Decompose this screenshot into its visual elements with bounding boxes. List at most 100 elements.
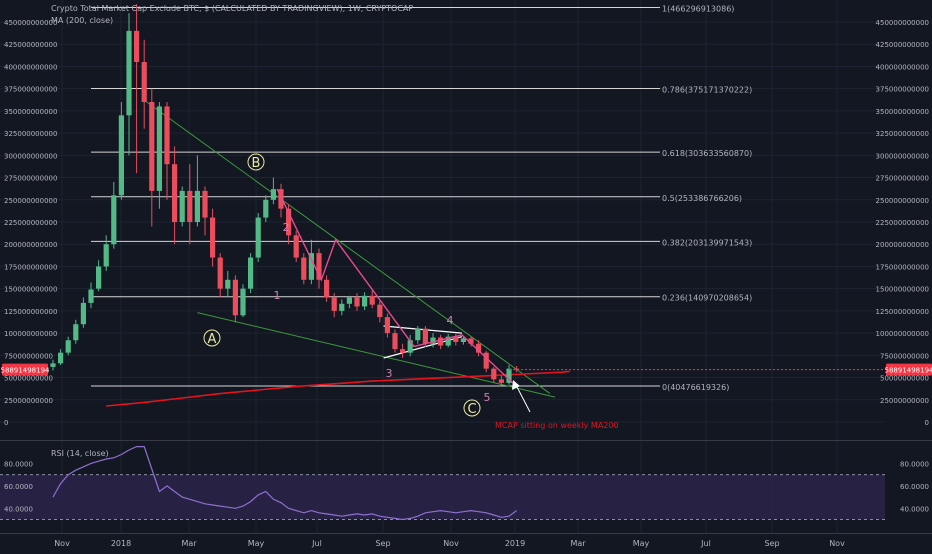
rsi-tick-label-right: 60.0000 [900,483,929,491]
y-tick-label-left: 50000000000 [4,375,53,383]
wave-number: 1 [274,289,281,302]
x-tick-label: Sep [375,539,390,548]
candle-body [111,195,116,244]
fib-level-label: 0.618(303633560870) [662,149,752,158]
candle-body [119,115,124,195]
candle-body [301,258,306,280]
candle-body [218,258,223,289]
y-tick-label-left: 425000000000 [4,41,57,49]
y-tick-label-left: 150000000000 [4,286,57,294]
x-tick-label: Jul [311,539,322,548]
candle-body [438,338,443,346]
y-tick-label-right: 425000000000 [876,41,929,49]
candle-body [324,280,329,298]
y-tick-label-right: 25000000000 [880,397,929,405]
y-tick-label-left: 325000000000 [4,130,57,138]
y-tick-label-right: 375000000000 [876,86,929,94]
candle-body [66,340,71,352]
y-tick-label-right: 50000000000 [880,375,929,383]
rsi-tick-label-right: 40.0000 [900,505,929,513]
candle-body [256,218,261,258]
candle-body [142,62,147,102]
candle-body [499,379,504,383]
candle-body [240,289,245,316]
y-tick-label-right: 300000000000 [876,152,929,160]
candle-body [415,329,420,341]
x-tick-label: 2018 [111,539,131,548]
price-badge-left-text: 58891498194 [1,367,51,375]
y-tick-label-left: 225000000000 [4,219,57,227]
x-tick-label: May [633,539,650,548]
y-tick-label-right: 275000000000 [876,175,929,183]
candle-body [271,189,276,200]
y-tick-label-left: 125000000000 [4,308,57,316]
x-tick-label: May [248,539,265,548]
candle-body [248,258,253,289]
candle-body [484,353,489,369]
candle-body [96,266,101,288]
rsi-tick-label-left: 80.0000 [4,460,33,468]
y-tick-label-right: 75000000000 [880,352,929,360]
fib-level-label: 0.236(140970208654) [662,294,752,303]
y-tick-label-right: 250000000000 [876,197,929,205]
y-tick-label-right: 200000000000 [876,241,929,249]
candle-body [157,106,162,190]
y-tick-label-left: 100000000000 [4,330,57,338]
wave-number: 5 [484,391,491,404]
y-tick-label-right: 150000000000 [876,286,929,294]
y-tick-label-right: 125000000000 [876,308,929,316]
candle-body [347,298,352,304]
y-tick-label-left: 275000000000 [4,175,57,183]
y-tick-label-left: 400000000000 [4,63,57,71]
y-tick-label-left: 0 [4,419,8,427]
candle-body [370,296,375,305]
candle-body [491,369,496,380]
candle-body [225,280,230,289]
y-tick-label-left: 75000000000 [4,352,53,360]
y-tick-label-left: 300000000000 [4,152,57,160]
candle-body [149,102,154,191]
candle-body [195,191,200,222]
candle-body [134,31,139,62]
chart-title: Crypto Total Market Cap Exclude BTC, $ (… [51,4,413,13]
rsi-tick-label-right: 80.0000 [900,460,929,468]
candle-body [339,304,344,311]
y-tick-label-right: 0 [925,419,929,427]
y-tick-label-left: 175000000000 [4,263,57,271]
candle-body [263,200,268,218]
ma-legend: MA (200, close) [51,16,113,25]
y-tick-label-right: 175000000000 [876,263,929,271]
x-tick-label: Mar [181,539,197,548]
x-tick-label: Nov [54,539,70,548]
price-badge-right-text: 58891498194 [885,367,932,375]
rsi-tick-label-left: 40.0000 [4,505,33,513]
wave-number: 4 [447,314,454,327]
candle-body [210,218,215,258]
candle-body [172,164,177,222]
wave-label: C [467,402,476,417]
candle-body [332,298,337,311]
wave-label: A [208,332,217,347]
y-tick-label-right: 100000000000 [876,330,929,338]
candle-body [58,353,63,364]
fib-level-label: 0.786(375171370222) [662,86,752,95]
candle-body [377,305,382,317]
annotation-text: MCAP sitting on weekly MA200 [495,421,619,430]
candle-body [354,298,359,307]
x-tick-label: Nov [443,539,459,548]
rsi-tick-label-left: 60.0000 [4,483,33,491]
y-tick-label-left: 25000000000 [4,397,53,405]
candle-body [50,363,55,367]
x-tick-label: Mar [570,539,586,548]
candle-body [294,235,299,257]
fib-level-label: 1(466296913086) [662,5,734,14]
y-tick-label-right: 350000000000 [876,108,929,116]
fib-level-label: 0(40476619326) [662,383,729,392]
candle-body [180,191,185,222]
candle-body [164,106,169,164]
candle-body [88,290,93,303]
wave-number: 2 [283,221,290,234]
